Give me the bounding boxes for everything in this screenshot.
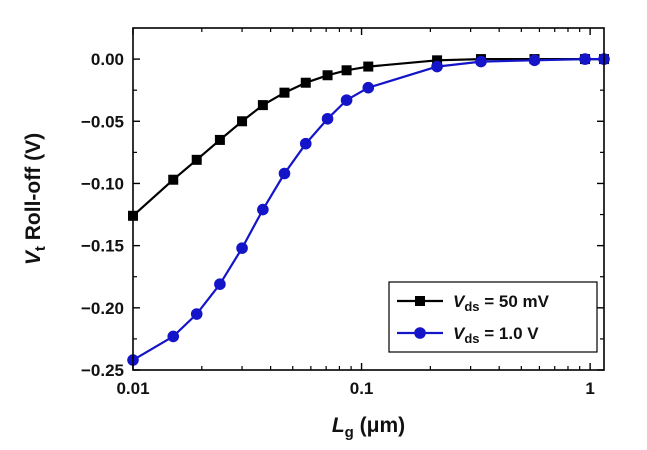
data-point [257,203,269,216]
data-point [237,116,248,127]
data-point [341,65,352,76]
x-axis-title-symbol: L [332,414,345,437]
x-tick-label: 0.1 [350,379,374,398]
y-tick-label: −0.15 [81,237,124,256]
legend-label: Vds = 50 mV [453,292,550,314]
data-point [363,61,374,72]
data-point [340,94,353,106]
y-tick-label: −0.05 [81,112,124,131]
x-axis-title-text: (μm) [354,414,405,437]
x-axis-title-subscript: g [345,424,354,441]
data-point [299,137,312,150]
series-line [132,57,604,217]
plot-frame [132,27,605,371]
axis-labels: 0.00 −0.05 −0.10 −0.15 −0.20 −0.250.01 0.1 1 Lg … [22,50,595,441]
legend-subscript: ds [464,331,479,346]
series-line [132,57,604,362]
data-point [191,154,202,165]
data-point [236,242,248,254]
legend-marker [415,296,425,306]
data-point [362,81,375,94]
legend-symbol: V [453,292,466,311]
data-point [278,167,291,180]
data-point [257,100,268,111]
x-tick-label: 0.01 [116,379,149,398]
y-axis-title-text: Roll-off (V) [22,133,45,246]
y-axis-title-symbol: V [22,249,45,265]
legend-subscript: ds [464,299,479,314]
y-axis-title-subscript: t [32,246,49,251]
legend-marker [414,327,426,339]
y-tick-label: −0.20 [81,299,124,318]
x-tick-label: 1 [585,379,594,398]
data-point [190,308,203,320]
legend-box [388,281,598,353]
data-point [214,134,225,145]
data-point [214,278,226,290]
data-point [300,77,311,88]
legend-label: Vds = 1.0 V [453,324,539,346]
data-point [579,53,591,65]
data-point [167,330,180,343]
data-point [322,70,333,81]
series-0 [128,54,609,221]
legend-value: = 50 mV [480,292,550,311]
data-point [168,174,179,185]
y-axis-title: Vt Roll-off (V) [22,133,49,265]
series-1 [127,53,610,366]
data-point [321,112,334,125]
data-point [432,55,443,66]
data-point [475,55,487,68]
y-tick-label: −0.10 [81,174,124,193]
y-tick-label: −0.25 [81,361,124,380]
legend-symbol: V [453,324,466,343]
legend-value: = 1.0 V [480,324,540,343]
data-point [279,87,290,98]
y-tick-label: 0.00 [91,50,124,69]
data-point [431,60,443,73]
data-point [528,54,541,67]
x-axis-title: Lg (μm) [332,414,405,441]
